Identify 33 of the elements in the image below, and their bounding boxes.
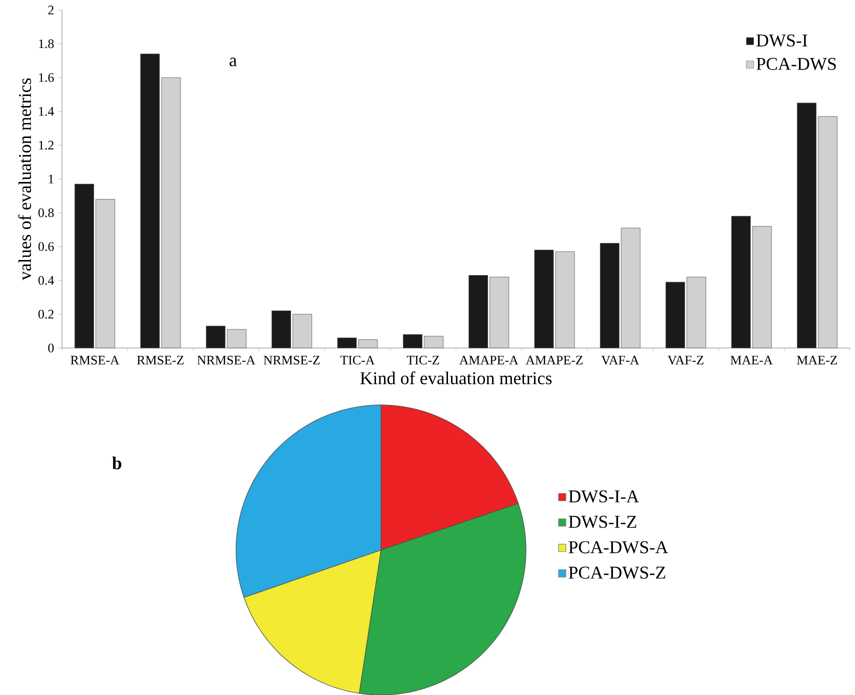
text: b [112, 456, 122, 470]
y-tick-label: 0 [48, 343, 54, 352]
y-tick-label: 1.8 [39, 39, 54, 48]
x-tick-label: NRMSE-Z [264, 356, 320, 364]
x-tick-label: AMAPE-A [459, 356, 518, 364]
y-tick-label: 1.4 [39, 106, 54, 116]
y-tick-label: 1.2 [39, 140, 54, 150]
y-tick-label: 2 [48, 6, 54, 14]
y-tick-label: 1.6 [39, 73, 54, 82]
y-tick-label: 0.2 [38, 310, 54, 318]
x-tick-label: VAF-A [601, 356, 640, 364]
x-axis-title: Kind of evaluation metrics [360, 371, 552, 384]
legend-label: PCA-DWS-Z [568, 566, 666, 579]
y-axis-title: values of evaluation metrics [18, 78, 32, 280]
legend-label: DWS-I-A [568, 490, 640, 502]
y-tick-label: 0.6 [38, 242, 54, 251]
x-tick-label: TIC-Z [406, 356, 440, 364]
y-tick-label: 0.8 [38, 208, 54, 218]
x-tick-label: AMAPE-Z [526, 356, 583, 364]
legend-label: PCA-DWS-A [568, 541, 668, 554]
y-tick-label: 0.4 [38, 276, 54, 285]
x-tick-label: NRMSE-A [197, 356, 256, 364]
y-tick-label: 1 [48, 174, 54, 184]
x-tick-label: MAE-Z [796, 356, 838, 364]
x-tick-label: TIC-A [340, 356, 375, 364]
x-tick-label: VAF-Z [668, 356, 704, 364]
legend-label: PCA-DWS [756, 58, 836, 70]
x-tick-label: MAE-A [730, 356, 773, 364]
x-tick-label: RMSE-A [70, 356, 120, 364]
legend-label: DWS-I [756, 34, 808, 47]
annotation: a [230, 58, 237, 66]
legend-label: DWS-I-Z [568, 516, 636, 528]
x-tick-label: RMSE-Z [137, 356, 184, 364]
